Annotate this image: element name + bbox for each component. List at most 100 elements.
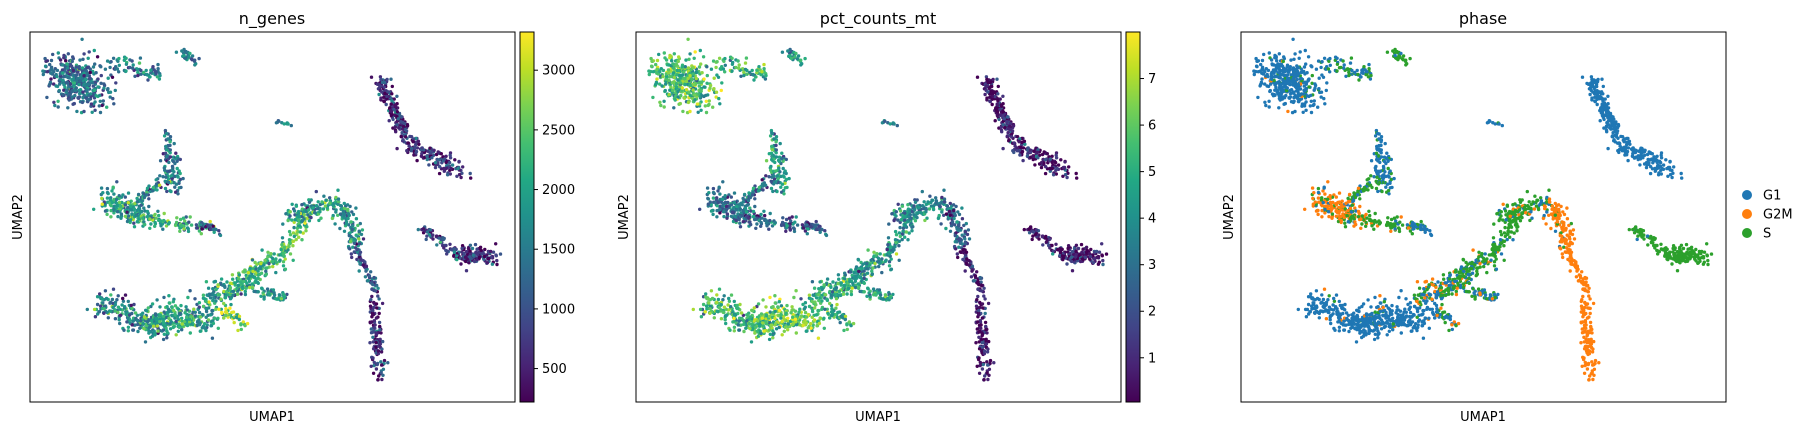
cell-point (65, 71, 70, 75)
cell-point (74, 86, 79, 90)
cell-point (714, 90, 719, 94)
cell-point (131, 328, 136, 332)
cell-point (189, 223, 194, 227)
cell-point (259, 271, 264, 275)
cell-point (433, 165, 438, 170)
cell-point (678, 101, 682, 106)
cell-point (139, 319, 143, 323)
cell-point (136, 322, 140, 327)
cell-point (680, 86, 684, 90)
cell-point (763, 183, 768, 187)
cell-point (316, 206, 320, 211)
cell-point (93, 62, 97, 66)
cell-point (475, 247, 479, 251)
cell-point (768, 295, 772, 300)
cell-point (156, 329, 160, 333)
cell-point (368, 341, 372, 345)
cell-point (242, 270, 247, 274)
cell-point (416, 227, 420, 232)
cell-point (150, 319, 154, 323)
cell-point (813, 306, 817, 310)
cell-point (468, 171, 472, 176)
cell-point (65, 66, 70, 70)
cell-point (817, 287, 821, 291)
cell-point (762, 209, 766, 213)
cell-point (52, 70, 56, 74)
cell-point (372, 319, 376, 323)
cell-point (712, 87, 716, 91)
cell-point (381, 367, 386, 371)
cell-point (52, 82, 56, 86)
cell-point (142, 70, 146, 75)
cell-point (996, 112, 1000, 117)
cell-point (379, 350, 384, 354)
cell-point (705, 186, 710, 190)
cell-point (378, 328, 382, 332)
cell-point (801, 302, 805, 307)
cell-point (906, 203, 910, 207)
cell-point (169, 174, 173, 178)
cell-point (768, 218, 772, 223)
cell-point (178, 311, 182, 315)
cell-point (910, 229, 914, 233)
cell-point (1017, 140, 1021, 144)
cell-point (222, 289, 226, 294)
cell-point (116, 214, 120, 219)
cell-point (113, 88, 118, 93)
cell-point (1002, 117, 1006, 121)
cell-point (719, 317, 724, 321)
cell-point (380, 347, 384, 351)
cell-point (53, 103, 57, 108)
cell-point (865, 261, 869, 266)
cell-point (202, 297, 207, 301)
cell-point (165, 305, 169, 309)
cell-point (679, 93, 683, 98)
cell-point (132, 221, 136, 225)
cell-point (1009, 135, 1014, 139)
cell-point (674, 62, 679, 67)
cell-point (78, 58, 82, 62)
cell-point (856, 282, 860, 286)
cell-point (780, 220, 785, 225)
cell-point (684, 79, 689, 83)
cell-point (371, 335, 375, 339)
cell-point (197, 301, 202, 305)
cell-point (837, 277, 841, 281)
cell-point (274, 270, 278, 275)
cell-point (474, 250, 478, 254)
cell-point (829, 285, 833, 289)
cell-point (198, 329, 202, 333)
cell-point (203, 326, 207, 330)
cell-point (680, 73, 685, 77)
cell-point (437, 236, 441, 240)
cell-point (903, 211, 907, 215)
cell-point (376, 349, 381, 353)
cell-point (952, 216, 956, 221)
cell-point (207, 306, 211, 310)
cell-point (1067, 165, 1071, 169)
cell-point (896, 218, 900, 222)
cell-point (464, 250, 469, 254)
cell-point (80, 37, 84, 41)
cell-point (939, 222, 943, 226)
cell-point (795, 57, 799, 61)
cell-point (190, 54, 195, 58)
cell-point (89, 102, 94, 106)
cell-point (351, 212, 356, 217)
cell-point (243, 292, 248, 297)
cell-point (843, 273, 847, 277)
cell-point (735, 204, 739, 209)
cell-point (224, 307, 228, 311)
cell-point (342, 213, 346, 217)
cell-point (686, 37, 690, 41)
cell-point (775, 189, 779, 194)
cell-point (460, 246, 464, 251)
cell-point (810, 299, 814, 304)
cell-point (803, 229, 808, 233)
cell-point (136, 73, 140, 78)
cell-point (791, 308, 795, 312)
cell-point (181, 216, 186, 220)
cell-point (374, 340, 378, 345)
cell-point (260, 287, 264, 291)
